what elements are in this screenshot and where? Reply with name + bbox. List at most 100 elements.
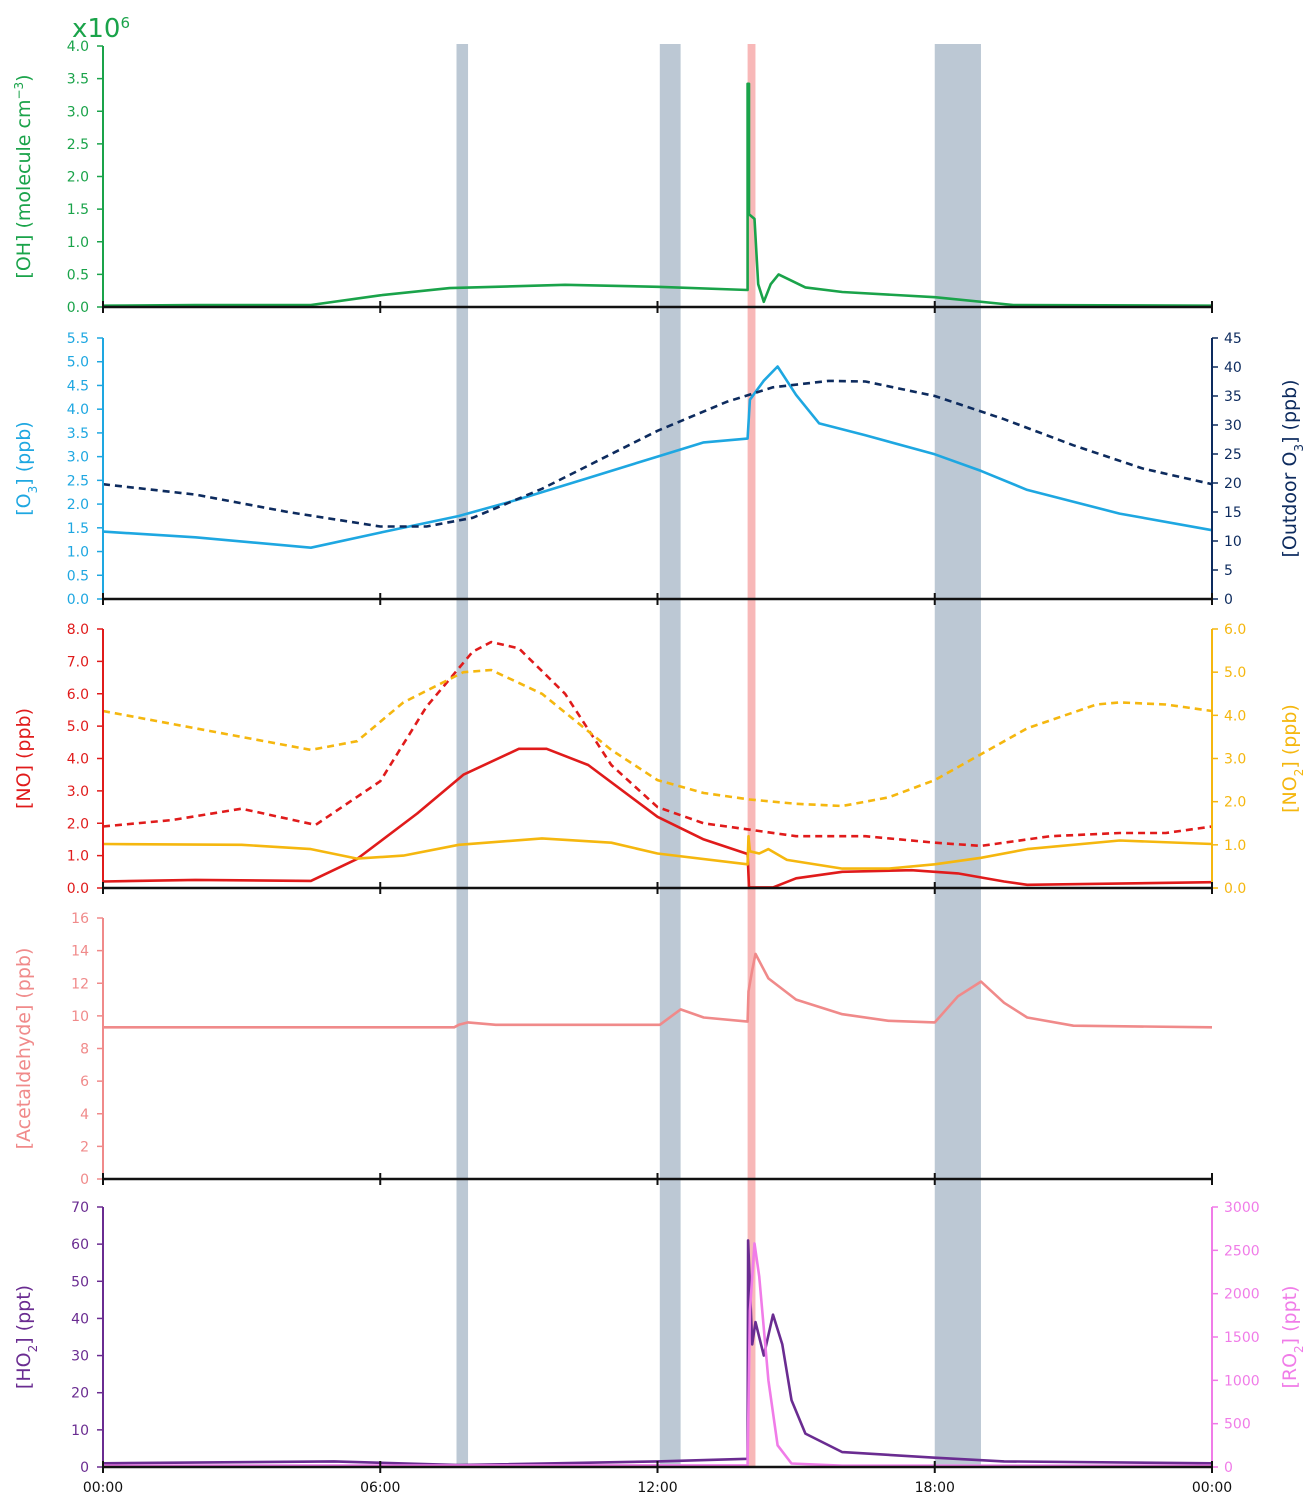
- ro2-right-tick-label: 2000: [1224, 1287, 1260, 1303]
- oh-left-tick-label: 0.5: [67, 267, 89, 283]
- o3-left-tick-label: 0.5: [67, 568, 89, 584]
- nox-series-3: [102, 668, 1213, 808]
- o3-left-tick-label: 4.0: [67, 402, 89, 418]
- ro2-series-1: [102, 1242, 1212, 1467]
- ro2-left-tick-label: 0: [80, 1460, 89, 1476]
- ro2-right-tick-label: 2500: [1224, 1243, 1260, 1259]
- ro2-right-tick-label: 0: [1224, 1460, 1233, 1476]
- ro2-left-tick-label: 50: [71, 1274, 89, 1290]
- o3-left-tick-label: 5.5: [67, 331, 89, 347]
- nox-left-axis-title: [NO] (ppb): [13, 708, 35, 809]
- oh-left-tick-label: 0.0: [67, 300, 89, 316]
- o3-left-tick-label: 4.5: [67, 378, 89, 394]
- nox-right-tick-label: 5.0: [1224, 665, 1246, 681]
- acetaldehyde-series-0: [103, 952, 1213, 1029]
- nox-left-tick-label: 7.0: [67, 654, 89, 670]
- nox-left-tick-label: 5.0: [67, 719, 89, 735]
- series-lines: [102, 82, 1213, 1467]
- nox-left-tick-label: 3.0: [67, 784, 89, 800]
- oh-left-tick-label: 2.0: [67, 170, 89, 186]
- acetaldehyde-left-axis-title: [Acetaldehyde] (ppb): [13, 948, 35, 1150]
- o3-right-tick-label: 45: [1224, 331, 1242, 347]
- nox-left-tick-label: 2.0: [67, 816, 89, 832]
- nox-right-tick-label: 3.0: [1224, 752, 1246, 768]
- nox-right-tick-label: 4.0: [1224, 708, 1246, 724]
- o3-right-axis-title: [Outdoor O3] (ppb): [1279, 379, 1306, 557]
- shaded-intervals: [456, 44, 981, 1467]
- o3-right-tick-label: 15: [1224, 505, 1242, 521]
- acetaldehyde-left-tick-label: 12: [71, 976, 89, 992]
- oh-left-axis-title: [OH] (molecule cm−3): [12, 74, 35, 278]
- shaded-interval-2: [934, 44, 981, 1467]
- o3-series-0: [102, 365, 1213, 549]
- shaded-interval-1: [659, 44, 681, 1467]
- o3-left-axis-title: [O3] (ppb): [13, 421, 40, 515]
- ro2-left-tick-label: 10: [71, 1423, 89, 1439]
- o3-left-tick-label: 3.0: [67, 450, 89, 466]
- axes: 0.0 0.5 1.0 1.5 2.0 2.5 3.0 3.5 4.0 [OH] (molecul…: [12, 14, 1306, 1496]
- ro2-series-0: [102, 1239, 1213, 1467]
- ro2-left-tick-label: 40: [71, 1311, 89, 1327]
- ro2-right-tick-label: 1500: [1224, 1330, 1260, 1346]
- nox-right-tick-label: 6.0: [1224, 622, 1246, 638]
- nox-left-tick-label: 8.0: [67, 622, 89, 638]
- o3-right-tick-label: 5: [1224, 563, 1233, 579]
- acetaldehyde-left-tick-label: 6: [80, 1074, 89, 1090]
- acetaldehyde-left-tick-label: 10: [71, 1009, 89, 1025]
- acetaldehyde-left-tick-label: 0: [80, 1172, 89, 1188]
- acetaldehyde-left-tick-label: 8: [80, 1042, 89, 1058]
- oh-left-tick-label: 1.0: [67, 235, 89, 251]
- o3-series-1: [102, 379, 1213, 528]
- oh-axis-multiplier: x106: [72, 14, 130, 44]
- o3-left-tick-label: 2.5: [67, 473, 89, 489]
- nox-left-tick-label: 1.0: [67, 849, 89, 865]
- ro2-right-tick-label: 500: [1224, 1417, 1251, 1433]
- acetaldehyde-left-tick-label: 16: [71, 911, 89, 927]
- o3-right-tick-label: 35: [1224, 389, 1242, 405]
- shaded-interval-0: [456, 44, 469, 1467]
- ro2-right-tick-label: 1000: [1224, 1373, 1260, 1389]
- o3-right-tick-label: 40: [1224, 360, 1242, 376]
- o3-right-tick-label: 20: [1224, 476, 1242, 492]
- nox-right-tick-label: 1.0: [1224, 838, 1246, 854]
- nox-left-tick-label: 4.0: [67, 752, 89, 768]
- ro2-left-tick-label: 70: [71, 1200, 89, 1216]
- nox-series-1: [102, 640, 1213, 848]
- ro2-right-tick-label: 3000: [1224, 1200, 1260, 1216]
- o3-left-tick-label: 0.0: [67, 592, 89, 608]
- oh-left-tick-label: 3.5: [67, 72, 89, 88]
- nox-series-0: [102, 747, 1213, 889]
- o3-left-tick-label: 2.0: [67, 497, 89, 513]
- nox-right-tick-label: 0.0: [1224, 881, 1246, 897]
- time-tick-label: 00:00: [1192, 1480, 1232, 1496]
- nox-right-axis-title: [NO2] (ppb): [1279, 704, 1306, 813]
- nox-series-2: [102, 834, 1213, 870]
- ro2-left-axis-title: [HO2] (ppt): [13, 1285, 40, 1389]
- acetaldehyde-left-tick-label: 2: [80, 1139, 89, 1155]
- time-tick-label: 12:00: [637, 1480, 677, 1496]
- time-tick-label: 06:00: [360, 1480, 400, 1496]
- time-tick-label: 00:00: [83, 1480, 123, 1496]
- acetaldehyde-left-tick-label: 4: [80, 1107, 89, 1123]
- o3-left-tick-label: 3.5: [67, 426, 89, 442]
- o3-left-tick-label: 1.5: [67, 521, 89, 537]
- acetaldehyde-left-tick-label: 14: [71, 944, 89, 960]
- o3-right-tick-label: 0: [1224, 592, 1233, 608]
- ro2-left-tick-label: 60: [71, 1237, 89, 1253]
- o3-right-tick-label: 25: [1224, 447, 1242, 463]
- o3-right-tick-label: 10: [1224, 534, 1242, 550]
- o3-left-tick-label: 1.0: [67, 545, 89, 561]
- oh-left-tick-label: 1.5: [67, 202, 89, 218]
- shaded-interval-3: [747, 44, 756, 1467]
- nox-left-tick-label: 6.0: [67, 687, 89, 703]
- oh-left-tick-label: 4.0: [67, 39, 89, 55]
- nox-right-tick-label: 2.0: [1224, 795, 1246, 811]
- oh-left-tick-label: 2.5: [67, 137, 89, 153]
- time-tick-label: 18:00: [915, 1480, 955, 1496]
- o3-right-tick-label: 30: [1224, 418, 1242, 434]
- ro2-left-tick-label: 20: [71, 1386, 89, 1402]
- ro2-right-axis-title: [RO2] (ppt): [1279, 1285, 1306, 1388]
- ro2-left-tick-label: 30: [71, 1349, 89, 1365]
- o3-left-tick-label: 5.0: [67, 355, 89, 371]
